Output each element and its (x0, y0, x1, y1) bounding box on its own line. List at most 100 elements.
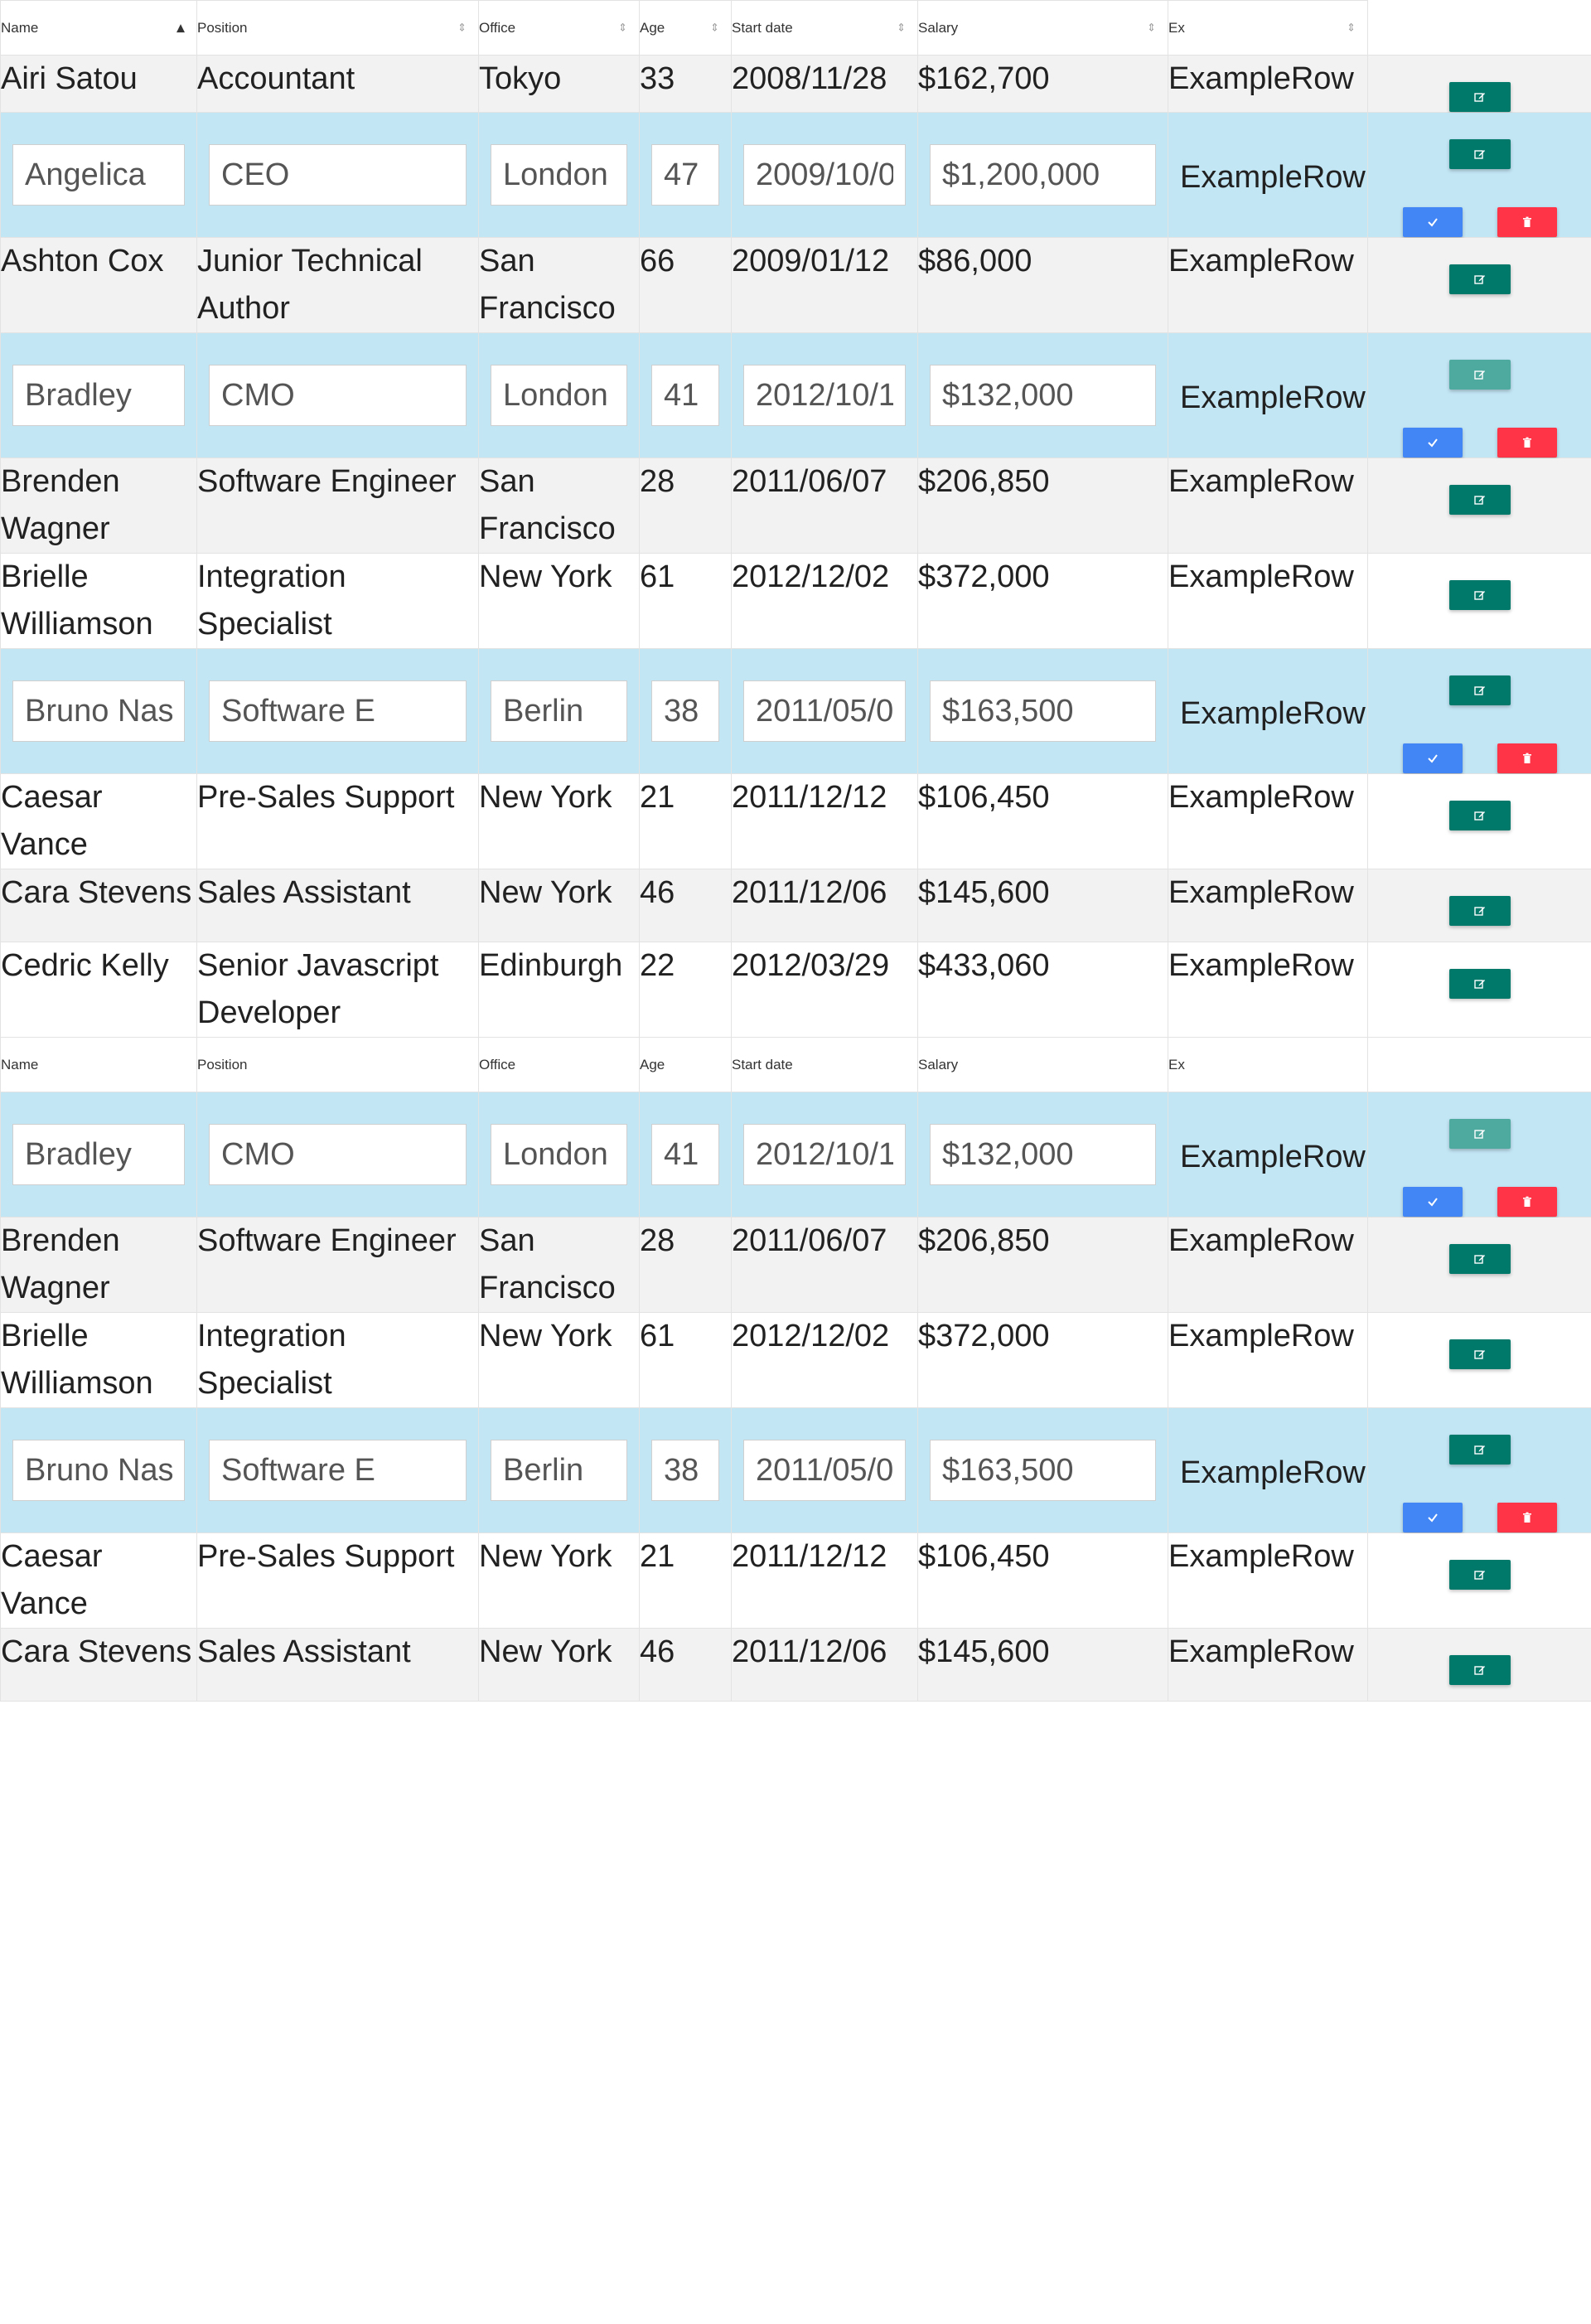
age-input[interactable] (651, 1440, 719, 1501)
salary-input[interactable] (930, 680, 1156, 742)
office-input[interactable] (491, 1124, 627, 1185)
age-input[interactable] (651, 680, 719, 742)
name-input[interactable] (12, 1440, 185, 1501)
edit-button[interactable] (1448, 485, 1511, 515)
edit-button[interactable] (1448, 1339, 1511, 1369)
save-button[interactable] (1402, 1187, 1463, 1217)
cell-age: 28 (639, 458, 732, 554)
edit-button[interactable] (1448, 969, 1511, 999)
office-input[interactable] (491, 680, 627, 742)
edit-button[interactable] (1448, 264, 1511, 294)
age-input[interactable] (651, 1124, 719, 1185)
column-header-salary[interactable]: Salary ⇕ (917, 0, 1168, 56)
column-header-start-date[interactable]: Start date ⇕ (731, 0, 918, 56)
table-row[interactable]: Cedric Kelly Senior Javascript Developer E… (0, 942, 1591, 1038)
table-row[interactable]: Brielle Williamson Integration Specialist… (0, 553, 1591, 649)
column-header-office[interactable]: Office ⇕ (478, 0, 640, 56)
salary-input[interactable] (930, 365, 1156, 426)
start-date-input[interactable] (743, 680, 906, 742)
table-row-editing[interactable]: ExampleRow (0, 112, 1591, 238)
salary-input[interactable] (930, 1124, 1156, 1185)
column-header-label: Ex (1168, 19, 1185, 36)
table-row-editing[interactable]: ExampleRow (0, 648, 1591, 774)
edit-button[interactable] (1448, 1560, 1511, 1590)
name-input[interactable] (12, 680, 185, 742)
cell-office-text: San Francisco (479, 244, 616, 326)
age-input[interactable] (651, 365, 719, 426)
office-input[interactable] (491, 144, 627, 206)
start-date-input[interactable] (743, 1440, 906, 1501)
pencil-square-icon (1473, 494, 1486, 506)
cell-ex-text: ExampleRow (1168, 1223, 1354, 1258)
delete-button[interactable] (1497, 1187, 1557, 1217)
edit-button[interactable] (1448, 896, 1511, 926)
position-input[interactable] (209, 365, 467, 426)
edit-button[interactable] (1448, 139, 1511, 169)
table-row[interactable]: Airi Satou Accountant Tokyo 33 2008/11/28 $16… (0, 55, 1591, 113)
position-input[interactable] (209, 680, 467, 742)
edit-button[interactable] (1448, 1655, 1511, 1685)
cell-name: Brielle Williamson (0, 553, 197, 649)
edit-button[interactable] (1448, 801, 1511, 830)
edit-button[interactable] (1448, 580, 1511, 610)
table-row[interactable]: Caesar Vance Pre-Sales Support New York 21 2… (0, 773, 1591, 869)
table-row-editing[interactable]: ExampleRow (0, 332, 1591, 458)
table-row-editing[interactable]: ExampleRow (0, 1407, 1591, 1533)
delete-button[interactable] (1497, 743, 1557, 773)
table-row-editing[interactable]: ExampleRow (0, 1092, 1591, 1218)
position-input[interactable] (209, 1440, 467, 1501)
column-header-position[interactable]: Position ⇕ (196, 0, 479, 56)
column-header-name[interactable]: Name ▲ (0, 0, 197, 56)
age-input[interactable] (651, 144, 719, 206)
name-input[interactable] (12, 365, 185, 426)
cell-ex: ExampleRow (1168, 1217, 1368, 1313)
name-input[interactable] (12, 144, 185, 206)
cell-ex-text: ExampleRow (1168, 1319, 1354, 1353)
table-footer-row: Name Position Office Age Start date Sala… (0, 1037, 1591, 1092)
cell-salary (917, 332, 1168, 458)
salary-input[interactable] (930, 1440, 1156, 1501)
edit-button[interactable] (1448, 675, 1511, 705)
save-button[interactable] (1402, 1503, 1463, 1532)
cell-position-text: Senior Javascript Developer (197, 948, 439, 1030)
cell-office-text: New York (479, 1319, 612, 1353)
position-input[interactable] (209, 144, 467, 206)
edit-button[interactable] (1448, 360, 1511, 390)
column-header-age[interactable]: Age ⇕ (639, 0, 732, 56)
edit-button[interactable] (1448, 1119, 1511, 1149)
cell-start-date-text: 2012/03/29 (732, 948, 890, 983)
column-header-ex[interactable]: Ex ⇕ (1168, 0, 1368, 56)
name-input[interactable] (12, 1124, 185, 1185)
delete-button[interactable] (1497, 207, 1557, 237)
cell-ex: ExampleRow (1168, 332, 1368, 458)
start-date-input[interactable] (743, 144, 906, 206)
cell-ex: ExampleRow (1168, 1532, 1368, 1629)
position-input[interactable] (209, 1124, 467, 1185)
table-row[interactable]: Cara Stevens Sales Assistant New York 46 201… (0, 869, 1591, 942)
row-actions (1367, 237, 1591, 333)
office-input[interactable] (491, 365, 627, 426)
save-button[interactable] (1402, 207, 1463, 237)
cell-name-text: Caesar Vance (1, 780, 103, 862)
delete-button[interactable] (1497, 428, 1557, 458)
save-button[interactable] (1402, 428, 1463, 458)
edit-button[interactable] (1448, 1244, 1511, 1274)
cell-age: 61 (639, 1312, 732, 1408)
edit-button[interactable] (1448, 1435, 1511, 1465)
table-row[interactable]: Brielle Williamson Integration Specialist… (0, 1312, 1591, 1408)
table-row[interactable]: Caesar Vance Pre-Sales Support New York 21 2… (0, 1532, 1591, 1629)
save-button[interactable] (1402, 743, 1463, 773)
edit-button[interactable] (1448, 82, 1511, 112)
table-row[interactable]: Brenden Wagner Software Engineer San Franc… (0, 458, 1591, 554)
start-date-input[interactable] (743, 365, 906, 426)
cell-position-text: Integration Specialist (197, 1319, 346, 1401)
save-delete-group (1402, 1503, 1557, 1532)
table-row[interactable]: Ashton Cox Junior Technical Author San Fra… (0, 237, 1591, 333)
office-input[interactable] (491, 1440, 627, 1501)
salary-input[interactable] (930, 144, 1156, 206)
table-row[interactable]: Brenden Wagner Software Engineer San Franc… (0, 1217, 1591, 1313)
start-date-input[interactable] (743, 1124, 906, 1185)
table-row[interactable]: Cara Stevens Sales Assistant New York 46 201… (0, 1628, 1591, 1702)
cell-start-date-text: 2011/12/06 (732, 875, 887, 910)
delete-button[interactable] (1497, 1503, 1557, 1532)
